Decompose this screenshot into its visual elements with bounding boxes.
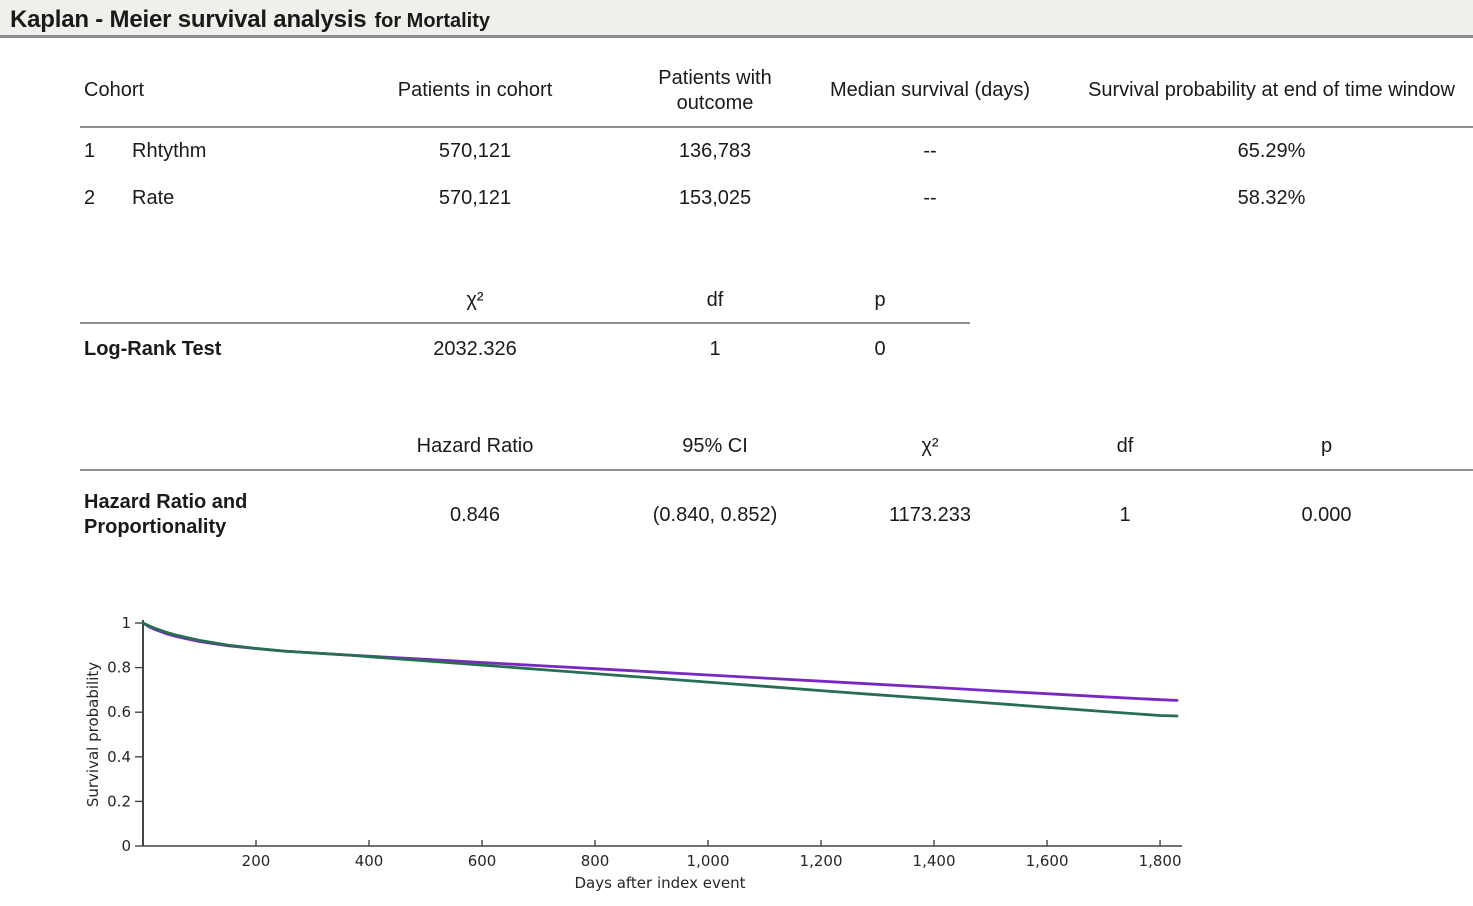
svg-text:800: 800 [581,852,610,870]
title-bar: Kaplan - Meier survival analysis for Mor… [0,0,1473,38]
header-patients-in-cohort: Patients in cohort [397,79,553,101]
spacer-cell [80,298,310,302]
svg-text:1,600: 1,600 [1026,852,1069,870]
survival-chart: 200 400 600 800 1,000 1,200 1,400 1,600 1,800 0 0.… [60,598,1200,898]
patients-in-cohort-value: 570,121 [438,187,512,209]
log-rank-data-row: Log-Rank Test 2032.326 1 0 [80,324,970,374]
header-median-survival: Median survival (days) [829,79,1031,101]
spacer-cell [80,445,310,449]
p-value: 0 [874,337,886,360]
svg-text:0: 0 [121,837,131,855]
header-hazard-ratio: Hazard Ratio [416,435,534,457]
patients-in-cohort-value: 570,121 [438,140,512,162]
patients-with-outcome-value: 136,783 [678,140,752,162]
page-title: Kaplan - Meier survival analysis [10,6,367,33]
header-df: df [706,288,724,311]
header-p: p [1320,435,1333,457]
svg-text:1,800: 1,800 [1139,852,1182,870]
table-row-rate: 2 Rate 570,121 153,025 -- 58.32% [80,175,1473,222]
header-patients-with-outcome: Patients with outcome [658,66,772,114]
header-cohort: Cohort [84,79,145,101]
log-rank-header-row: χ² df p [80,278,970,324]
median-survival-value: -- [923,187,937,209]
hazard-data-row: Hazard Ratio and Proportionality 0.846 (… [80,471,1473,559]
hazard-header-row: Hazard Ratio 95% CI χ² df p [80,424,1473,471]
header-df: df [1116,435,1134,457]
log-rank-label: Log-Rank Test [84,337,222,360]
svg-text:0.4: 0.4 [107,748,131,766]
header-95-ci: 95% CI [682,435,748,457]
log-rank-test-table: χ² df p Log-Rank Test 2032.326 1 0 [80,278,970,374]
df-value: 1 [709,337,721,360]
page-title-context: for Mortality [374,10,490,32]
svg-text:0.2: 0.2 [107,792,131,810]
header-chi-square: χ² [466,288,484,311]
svg-text:200: 200 [242,852,271,870]
svg-text:Days after index event: Days after index event [575,874,746,892]
header-chi-square: χ² [921,435,939,457]
svg-text:600: 600 [468,852,497,870]
survival-probability-value: 65.29% [1237,140,1306,162]
median-survival-value: -- [923,140,937,162]
cohort-table-header-row: Cohort Patients in cohort Patients with … [80,55,1473,128]
row-number: 1 [84,140,96,162]
hazard-ratio-value: 0.846 [449,503,501,526]
svg-text:400: 400 [355,852,384,870]
row-number: 2 [84,187,96,209]
header-p: p [874,288,886,311]
hazard-ratio-table: Hazard Ratio 95% CI χ² df p Hazard Ratio… [80,424,1473,559]
cohort-name: Rhtythm [132,140,207,162]
hazard-ratio-label: Hazard Ratio and Proportionality [84,491,248,538]
kaplan-meier-plot: 200 400 600 800 1,000 1,200 1,400 1,600 1,800 0 0.… [84,614,1182,892]
df-value: 1 [1119,503,1131,526]
svg-text:1,400: 1,400 [913,852,956,870]
p-value: 0.000 [1301,503,1352,526]
ci-value: (0.840, 0.852) [652,503,778,526]
survival-probability-value: 58.32% [1237,187,1306,209]
table-row-rhythm: 1 Rhtythm 570,121 136,783 -- 65.29% [80,128,1473,175]
patients-with-outcome-value: 153,025 [678,187,752,209]
cohort-summary-table: Cohort Patients in cohort Patients with … [80,55,1473,222]
header-survival-probability: Survival probability at end of time wind… [1088,79,1455,101]
svg-text:Survival probability: Survival probability [84,662,102,807]
svg-text:0.8: 0.8 [107,659,131,677]
chi-square-value: 2032.326 [433,337,517,360]
cohort-name: Rate [132,187,175,209]
chi-square-value: 1173.233 [889,503,971,526]
svg-text:1,000: 1,000 [687,852,730,870]
svg-text:1,200: 1,200 [800,852,843,870]
svg-text:1: 1 [121,614,131,632]
svg-text:0.6: 0.6 [107,703,131,721]
